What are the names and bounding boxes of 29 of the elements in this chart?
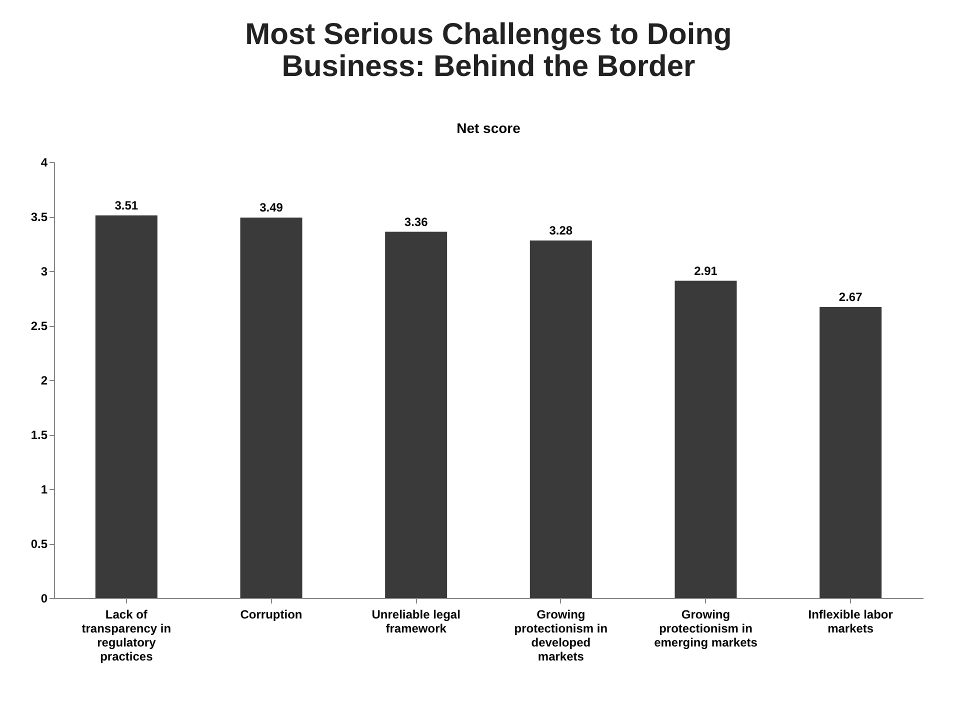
chart-title: Most Serious Challenges to Doing Business: Behind the Border [245,18,732,83]
y-tick-label: 1.5 [30,428,48,442]
x-tick-label: Inflexible labor markets [808,608,894,636]
data-label: 2.67 [838,290,863,304]
y-tick-label: 3.5 [30,210,48,224]
data-label: 3.36 [404,214,428,229]
y-tick-label: 2.5 [30,319,48,333]
x-tick-label: Growing protectionism in emerging markets [654,608,758,650]
data-label: 2.91 [694,264,718,278]
y-tick-label: 0 [40,592,48,606]
bar [95,215,158,598]
x-tick-label: Lack of transparency in regulatory practices [82,608,172,664]
bar [820,306,882,598]
y-tick-label: 3 [40,264,48,278]
chart-subtitle: Net score [456,120,521,136]
bar [240,218,302,598]
x-tick-label: Corruption [240,608,302,622]
y-tick-label: 2 [40,374,48,388]
data-label: 3.51 [114,198,138,212]
y-tick-label: 0.5 [30,537,48,551]
y-tick-label: 4 [40,156,48,170]
x-tick-label: Growing protectionism in developed markets [514,608,608,664]
x-tick-label: Unreliable legal framework [372,608,460,636]
data-label: 3.49 [260,200,284,215]
y-tick-label: 1 [40,482,48,496]
bar [385,232,448,598]
bar [674,280,737,598]
data-label: 3.28 [549,223,573,238]
bar [530,240,592,598]
